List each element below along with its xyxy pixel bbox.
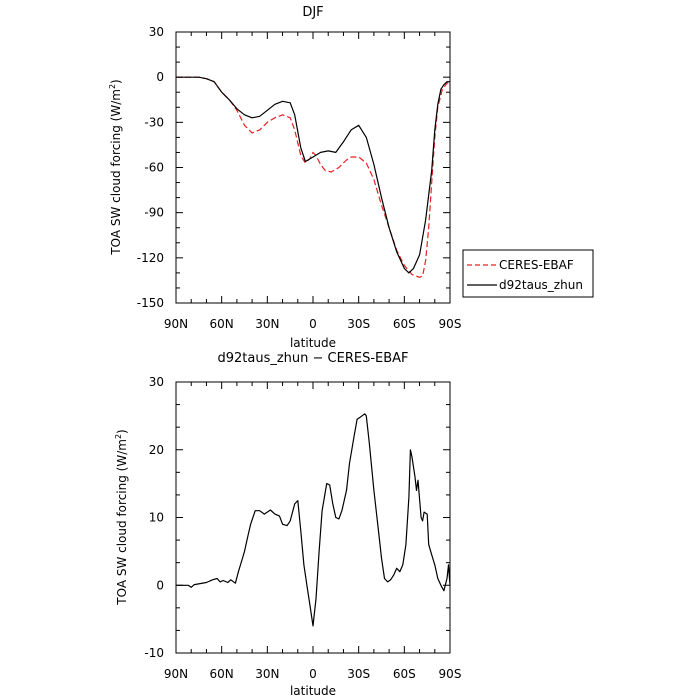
y-tick-label: -90 <box>144 206 164 220</box>
plot-frame <box>175 381 451 654</box>
y-tick-label: -10 <box>144 646 164 660</box>
y-tick-label: 0 <box>156 70 164 84</box>
x-axis-label: latitude <box>290 336 336 350</box>
x-tick-label: 60N <box>210 667 234 681</box>
y-tick-label: 30 <box>149 375 164 389</box>
y-tick-label: -150 <box>137 296 164 310</box>
chart-title: DJF <box>302 5 323 20</box>
legend-label-ceres: CERES-EBAF <box>499 258 574 272</box>
y-tick-label: 20 <box>149 443 164 457</box>
y-tick-label: 30 <box>149 25 164 39</box>
series-difference <box>176 413 451 627</box>
x-tick-label: 90N <box>164 667 188 681</box>
legend: CERES-EBAF d92taus_zhun <box>462 249 594 298</box>
x-tick-label: 30S <box>347 317 370 331</box>
x-tick-label: 60N <box>210 317 234 331</box>
x-tick-label: 90S <box>439 667 462 681</box>
x-tick-label: 60S <box>393 317 416 331</box>
y-tick-label: -120 <box>137 251 164 265</box>
y-tick-label: 0 <box>156 578 164 592</box>
x-tick-label: 0 <box>309 317 317 331</box>
legend-box <box>462 249 594 298</box>
x-tick-label: 0 <box>309 667 317 681</box>
x-tick-label: 60S <box>393 667 416 681</box>
y-tick-label: 10 <box>149 511 164 525</box>
x-tick-label: 90N <box>164 317 188 331</box>
y-axis-label: TOA SW cloud forcing (W/m2) <box>114 429 129 605</box>
y-tick-label: -30 <box>144 115 164 129</box>
plot-frame <box>175 31 451 304</box>
y-axis-label: TOA SW cloud forcing (W/m2) <box>108 79 123 255</box>
y-tick-label: -60 <box>144 161 164 175</box>
series-d92taus-zhun <box>176 76 450 274</box>
series-ceres-ebaf <box>176 76 451 278</box>
x-axis-label: latitude <box>290 684 336 698</box>
chart-title: d92taus_zhun − CERES-EBAF <box>217 351 408 366</box>
legend-label-model: d92taus_zhun <box>499 278 583 292</box>
x-tick-label: 30S <box>347 667 370 681</box>
x-tick-label: 30N <box>255 317 279 331</box>
series-lines <box>176 413 451 627</box>
series-lines <box>176 76 451 278</box>
x-tick-label: 90S <box>439 317 462 331</box>
x-tick-label: 30N <box>255 667 279 681</box>
